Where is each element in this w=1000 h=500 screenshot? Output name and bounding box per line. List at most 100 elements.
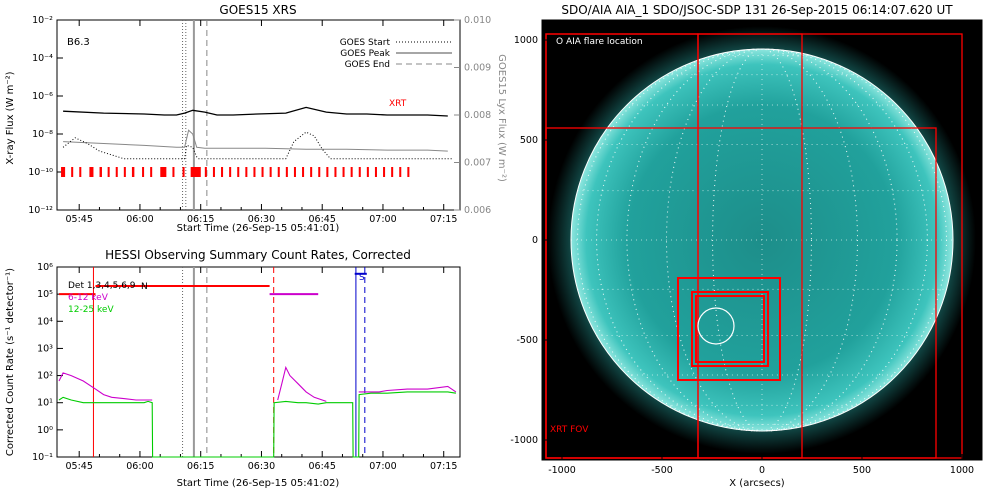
aia-legend-flare: O AIA flare location (556, 37, 643, 47)
goes-xtick-label: 06:00 (126, 214, 153, 225)
goes-hessi-bar (326, 167, 329, 177)
goes-ylabel-right: GOES15 Lyx Flux (W m⁻²) (496, 54, 507, 182)
solar-limb (570, 48, 954, 432)
xrt-fov-boxes (545, 33, 963, 459)
goes-hessi-bar (269, 167, 272, 177)
aia-xtick-label: 500 (853, 465, 871, 476)
goes-ytick-right-label: 0.008 (464, 110, 491, 121)
goes-xtick-label: 06:30 (248, 214, 275, 225)
goes-xtick-label: 07:00 (369, 214, 396, 225)
goes-ytick-label: 10⁻¹⁰ (28, 167, 53, 178)
hessi-ytick-label: 10⁻¹ (32, 452, 53, 463)
goes-hessi-bar (131, 167, 135, 177)
goes-data (61, 20, 452, 210)
hessi-xtick-label: 05:45 (66, 461, 93, 472)
goes-hessi-bar (115, 167, 118, 177)
hessi-axis-ticks: 05:45 06:00 06:15 06:30 06:45 07:00 07:15 10⁶ 10… (32, 262, 457, 472)
hessi-ytick-label: 10² (37, 371, 53, 382)
xrt-fov-box (695, 295, 765, 363)
legend-goes-start: GOES Start (340, 38, 391, 48)
grid-longitude (626, 48, 898, 432)
hessi-xtick-label: 07:15 (430, 461, 457, 472)
goes-hessi-bar (350, 167, 353, 177)
hessi-title: HESSI Observing Summary Count Rates, Cor… (105, 248, 411, 262)
goes-hessi-bar (277, 167, 280, 177)
goes-hessi-bar (374, 167, 377, 177)
legend-det: Det 1,3,4,5,6,9 (68, 281, 136, 291)
hessi-n-marker: N (141, 282, 148, 292)
goes-xtick-label: 06:45 (309, 214, 336, 225)
goes-series-2 (62, 131, 452, 160)
goes-series-0 (63, 106, 448, 117)
goes-axis-ticks: 05:45 06:00 06:15 06:30 06:45 07:00 07:15 10⁻² 1… (28, 15, 491, 225)
goes-hessi-bar (123, 167, 126, 177)
aia-xtick-label: -500 (651, 465, 673, 476)
goes-hessi-bar (237, 167, 240, 177)
goes-ytick-label: 10⁻¹² (28, 205, 53, 216)
hessi-xlabel: Start Time (26-Sep-15 05:41:02) (177, 478, 340, 489)
hessi-xtick-label: 06:00 (126, 461, 153, 472)
aia-xlabel: X (arcsecs) (729, 478, 785, 489)
legend-goes-end: GOES End (345, 60, 390, 70)
goes-xrs-panel: GOES15 XRS 05:45 06:00 06:15 06:30 06:45 07:0… (5, 3, 507, 234)
hessi-data (58, 267, 457, 458)
goes-hessi-bar (253, 167, 256, 177)
hessi-series-0 (58, 365, 457, 402)
hessi-legend: Det 1,3,4,5,6,9 6-12 keV 12-25 keV (68, 281, 136, 315)
aia-legend-xrt: XRT FOV (550, 425, 589, 435)
hessi-ytick-label: 10⁵ (37, 289, 53, 300)
hessi-xtick-label: 07:00 (369, 461, 396, 472)
aia-ytick-label: 0 (532, 235, 538, 246)
hessi-ytick-label: 10⁴ (37, 316, 53, 327)
goes-ytick-right-label: 0.006 (464, 205, 491, 216)
aia-axis-ticks: -1000 -500 0 500 1000 1000 500 0 -500 -1000 (510, 35, 974, 476)
goes-xlabel: Start Time (26-Sep-15 05:41:01) (177, 223, 340, 234)
goes-hessi-bar (212, 167, 215, 177)
grid-longitude (666, 48, 858, 432)
goes-ytick-label: 10⁻⁴ (32, 53, 53, 64)
goes-hessi-bar (221, 167, 224, 177)
goes-hessi-bar (399, 167, 402, 177)
goes-title: GOES15 XRS (219, 3, 296, 17)
xrt-fov-box (677, 277, 781, 381)
aia-ytick-label: 1000 (514, 35, 538, 46)
goes-hessi-bar (383, 167, 386, 177)
legend-goes-peak: GOES Peak (340, 49, 390, 59)
xrt-fov-box (691, 291, 769, 367)
goes-hessi-bar (407, 167, 410, 177)
hessi-ytick-label: 10¹ (37, 398, 53, 409)
hessi-xtick-label: 06:15 (187, 461, 214, 472)
goes-hessi-bar (204, 167, 207, 177)
xrt-fov-box (697, 33, 803, 459)
aia-ytick-label: 500 (520, 135, 538, 146)
legend-12-25: 12-25 keV (68, 305, 114, 315)
goes-ytick-label: 10⁻² (32, 15, 53, 26)
goes-hessi-bar (334, 167, 337, 177)
aia-flare-location-circle (697, 307, 735, 345)
aia-ytick-label: -500 (516, 335, 538, 346)
goes-hessi-bar (79, 167, 82, 177)
aia-title: SDO/AIA AIA_1 SDO/JSOC-SDP 131 26-Sep-20… (561, 3, 953, 17)
goes-hessi-bar (172, 167, 175, 177)
goes-xtick-label: 06:15 (187, 214, 214, 225)
goes-hessi-bar (293, 167, 296, 177)
goes-hessi-bar (318, 167, 321, 177)
goes-hessi-bar (261, 167, 264, 177)
goes-xtick-label: 07:15 (430, 214, 457, 225)
hessi-ytick-label: 10⁶ (37, 262, 53, 273)
goes-hessi-bar (182, 167, 185, 177)
goes-hessi-bar (302, 167, 305, 177)
aia-xtick-label: -1000 (548, 465, 576, 476)
hessi-ytick-label: 10⁰ (37, 425, 53, 436)
aia-panel: SDO/AIA AIA_1 SDO/JSOC-SDP 131 26-Sep-20… (510, 3, 983, 489)
aia-xtick-label: 1000 (950, 465, 974, 476)
goes-ytick-right-label: 0.010 (464, 15, 491, 26)
goes-hessi-bar (310, 167, 313, 177)
goes-hessi-bar (229, 167, 232, 177)
goes-hessi-bar (342, 167, 345, 177)
grid-longitude (577, 48, 947, 432)
goes-hessi-bar (190, 167, 201, 177)
goes-legend: GOES Start GOES Peak GOES End (340, 38, 452, 70)
hessi-xtick-label: 06:45 (309, 461, 336, 472)
